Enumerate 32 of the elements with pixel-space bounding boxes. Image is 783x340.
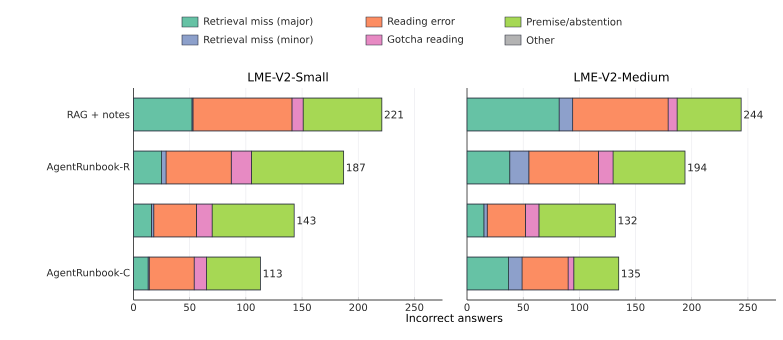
total-label: 135: [622, 270, 640, 278]
x-axis-title: Incorrect answers: [406, 314, 502, 322]
x-tick-label: 50: [518, 304, 529, 312]
legend-label: Gotcha reading: [388, 35, 463, 45]
x-tick-label: 100: [570, 304, 588, 312]
x-tick-label: 200: [349, 304, 368, 312]
total-label: 187: [346, 164, 365, 172]
x-tick-label: 100: [237, 304, 255, 312]
total-label: 194: [688, 164, 707, 172]
x-tick-label: 200: [682, 304, 701, 312]
total-label: 221: [384, 110, 404, 118]
chart-title: LME-V2-Medium: [574, 72, 669, 82]
legend-label: Retrieval miss (major): [204, 17, 312, 27]
legend-label: Reading error: [388, 17, 455, 27]
legend-label: Other: [526, 36, 554, 44]
x-tick-label: 0: [464, 304, 470, 312]
x-tick-label: 250: [406, 304, 424, 312]
x-tick-label: 150: [627, 304, 644, 312]
legend-label: Retrieval miss (minor): [204, 36, 313, 44]
total-label: 143: [298, 216, 316, 224]
y-tick-label: AgentRunbook-R: [46, 162, 130, 172]
x-tick-label: 0: [130, 304, 136, 312]
y-tick-label: AgentRunbook-C: [46, 268, 130, 278]
x-tick-label: 150: [294, 304, 311, 312]
total-label: 113: [264, 270, 282, 278]
chart-title: LME-V2-Small: [248, 72, 328, 82]
x-tick-label: 250: [739, 304, 757, 312]
y-tick-label: RAG + notes: [68, 110, 130, 118]
legend-label: Premise/abstention: [527, 18, 622, 26]
total-label: 244: [744, 110, 763, 118]
x-tick-label: 50: [184, 304, 196, 312]
total-label: 132: [618, 216, 636, 224]
